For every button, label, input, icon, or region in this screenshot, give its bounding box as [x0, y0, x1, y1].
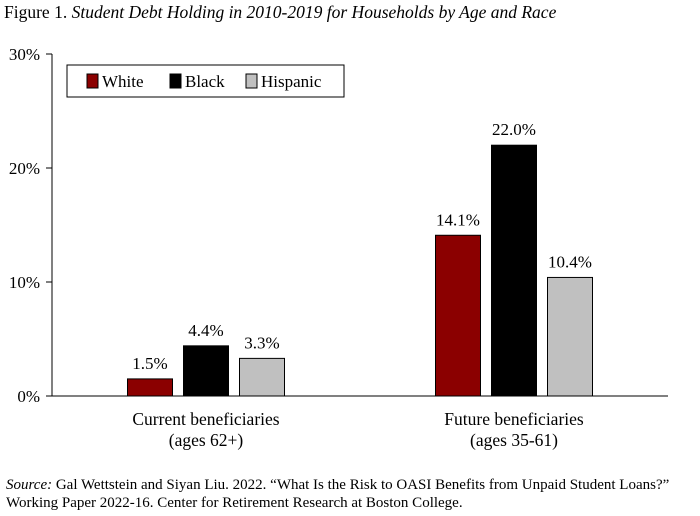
figure-title-text: Student Debt Holding in 2010-2019 for Ho…	[71, 2, 557, 22]
source-label: Source:	[6, 477, 53, 493]
bar-hispanic	[239, 357, 285, 397]
x-category-label-line: (ages 62+)	[169, 430, 244, 450]
y-tick-label: 30%	[9, 45, 40, 64]
bar-hispanic	[547, 276, 593, 397]
legend-label-white: White	[102, 72, 144, 91]
y-tick-label: 10%	[9, 273, 40, 292]
data-label: 22.0%	[492, 120, 536, 139]
chart-title: Figure 1. Student Debt Holding in 2010-2…	[4, 2, 556, 23]
data-label: 1.5%	[132, 354, 167, 373]
legend-label-black: Black	[185, 72, 225, 91]
bar-white	[435, 234, 481, 397]
x-category-label-line: (ages 35-61)	[470, 430, 558, 450]
data-label: 14.1%	[436, 210, 480, 229]
y-tick-label: 0%	[17, 387, 40, 406]
legend-swatch-black	[169, 73, 182, 89]
data-label: 3.3%	[244, 333, 279, 352]
legend-swatch-hispanic	[245, 73, 258, 89]
data-label: 4.4%	[188, 321, 223, 340]
bar-chart: 0% 10% 20% 30% 1.5% 4.4% 3.3% Current beneficia…	[9, 45, 668, 450]
figure-number: Figure 1.	[4, 2, 68, 22]
x-category-label-line: Future beneficiaries	[444, 409, 584, 429]
legend-swatch-white	[86, 73, 99, 89]
legend-label-hispanic: Hispanic	[261, 72, 322, 91]
data-label: 10.4%	[548, 252, 592, 271]
x-category-label: Current beneficiaries (ages 62+)	[132, 409, 279, 450]
x-category-label-line: Current beneficiaries	[132, 409, 279, 429]
bar-black	[491, 144, 537, 397]
bar-black	[183, 345, 229, 397]
legend-box	[66, 64, 345, 98]
bar-white	[127, 378, 173, 397]
x-category-label: Future beneficiaries (ages 35-61)	[444, 409, 584, 450]
source-note: Source: Gal Wettstein and Siyan Liu. 202…	[6, 476, 696, 512]
source-text: Gal Wettstein and Siyan Liu. 2022. “What…	[6, 477, 670, 511]
y-tick-label: 20%	[9, 159, 40, 178]
